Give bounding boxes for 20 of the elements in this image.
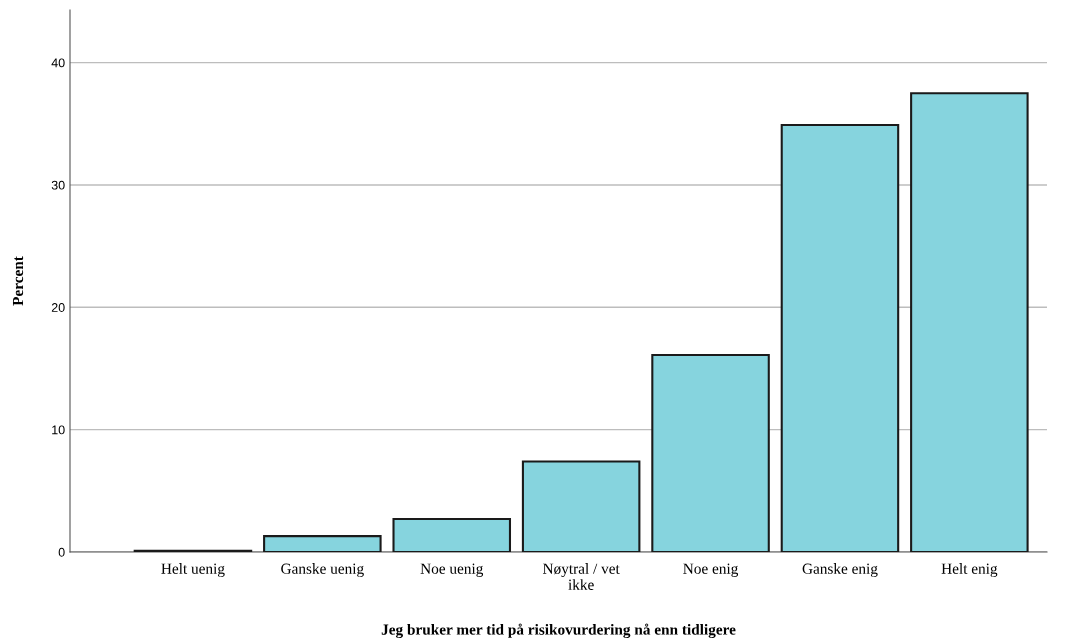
x-tick-label: Noe uenig	[420, 563, 484, 577]
y-axis-title: Percent	[12, 256, 24, 306]
bar	[910, 92, 1029, 552]
x-tick-label: Ganske uenig	[281, 563, 364, 578]
x-tick-label: Nøytral / vet ikke	[542, 563, 620, 590]
bar	[780, 123, 900, 552]
bar	[263, 535, 382, 552]
x-axis-title: Jeg bruker mer tid på risikovurdering nå enn tidligere	[381, 623, 736, 638]
x-tick-label: Helt uenig	[161, 563, 225, 578]
x-tick-label: Ganske enig	[802, 563, 878, 578]
y-tick-label: 20	[51, 303, 65, 312]
bar	[651, 353, 770, 552]
y-tick-label: 0	[58, 547, 65, 557]
y-tick-label: 10	[52, 425, 65, 435]
x-tick-label: Noe enig	[683, 563, 739, 577]
y-tick-label: 40	[51, 58, 65, 68]
x-tick-label: Helt enig	[941, 563, 998, 578]
bar	[521, 460, 641, 552]
bar	[392, 517, 512, 552]
y-tick-label: 30	[51, 180, 65, 190]
